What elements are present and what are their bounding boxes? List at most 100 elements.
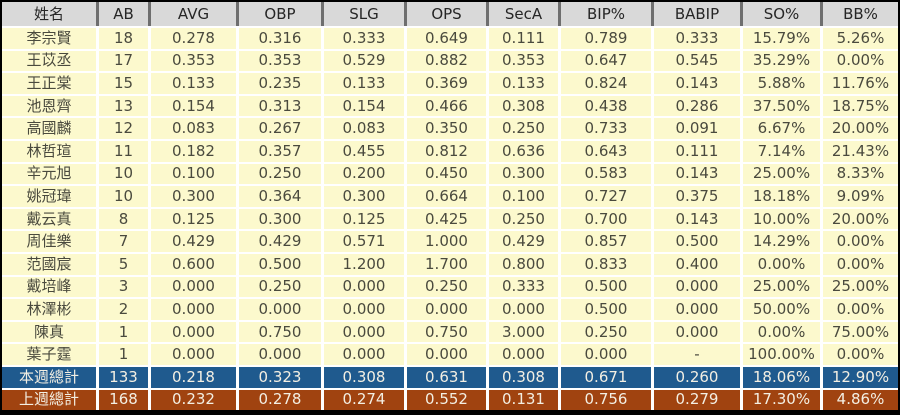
- stat-cell: 0.143: [654, 208, 743, 230]
- stat-cell: 0.133: [489, 73, 561, 94]
- stat-cell: 0.000: [239, 299, 324, 320]
- stat-cell: 7.14%: [743, 140, 823, 162]
- stat-cell: 0.500: [561, 276, 654, 298]
- stat-cell: -: [654, 344, 743, 365]
- stat-cell: 0.00%: [823, 253, 898, 275]
- stat-cell: 0.000: [654, 276, 743, 298]
- stat-cell: 0.100: [151, 163, 239, 185]
- stat-cell: 0.000: [324, 276, 407, 298]
- stat-cell: 0.133: [324, 73, 407, 94]
- stat-cell: 0.000: [654, 299, 743, 320]
- stat-cell: 0.083: [151, 118, 239, 139]
- stat-cell: 1: [99, 321, 151, 343]
- total-stat-cell: 17.30%: [743, 389, 823, 411]
- total-stat-cell: 0.308: [324, 366, 407, 388]
- stat-cell: 0.800: [489, 253, 561, 275]
- total-label: 本週總計: [2, 366, 99, 388]
- stat-cell: 12: [99, 118, 151, 139]
- stat-cell: 1: [99, 344, 151, 365]
- stat-cell: 0.438: [561, 95, 654, 117]
- header-cell: AB: [99, 2, 151, 26]
- header-cell: SecA: [489, 2, 561, 26]
- table-row: 戴培峰 3 0.000 0.250 0.000 0.250 0.333 0.500 0.000 2…: [2, 276, 898, 300]
- stat-cell: 1.000: [407, 231, 489, 252]
- total-stat-cell: 0.218: [151, 366, 239, 388]
- stat-cell: 0.143: [654, 73, 743, 94]
- total-stat-cell: 0.671: [561, 366, 654, 388]
- stat-cell: 17: [99, 50, 151, 72]
- table-row: 周佳樂 7 0.429 0.429 0.571 1.000 0.429 0.857 0.500 1…: [2, 231, 898, 254]
- stat-cell: 0.000: [151, 321, 239, 343]
- stat-cell: 21.43%: [823, 140, 898, 162]
- stat-cell: 0.000: [489, 344, 561, 365]
- stat-cell: 7: [99, 231, 151, 252]
- total-stat-cell: 0.631: [407, 366, 489, 388]
- stat-cell: 10: [99, 186, 151, 207]
- stat-cell: 0.091: [654, 118, 743, 139]
- stat-cell: 0.300: [151, 186, 239, 207]
- stat-cell: 0.286: [654, 95, 743, 117]
- stat-cell: 10: [99, 163, 151, 185]
- stat-cell: 11: [99, 140, 151, 162]
- stat-cell: 18.75%: [823, 95, 898, 117]
- table-row: 姚冠瑋 10 0.300 0.364 0.300 0.664 0.100 0.727 0.375…: [2, 186, 898, 209]
- stat-cell: 0.313: [239, 95, 324, 117]
- header-cell: OPS: [407, 2, 489, 26]
- stat-cell: 0.083: [324, 118, 407, 139]
- table-row: 高國麟 12 0.083 0.267 0.083 0.350 0.250 0.733 0.091…: [2, 118, 898, 141]
- stat-cell: 0.500: [561, 299, 654, 320]
- total-stat-cell: 12.90%: [823, 366, 898, 388]
- stat-cell: 15: [99, 73, 151, 94]
- header-cell-name: 姓名: [2, 2, 99, 26]
- stat-cell: 25.00%: [743, 276, 823, 298]
- stat-cell: 0.455: [324, 140, 407, 162]
- stat-cell: 20.00%: [823, 208, 898, 230]
- stat-cell: 0.00%: [823, 344, 898, 365]
- stat-cell: 0.333: [654, 28, 743, 49]
- stat-cell: 0.357: [239, 140, 324, 162]
- total-row-last-week: 上週總計 168 0.232 0.278 0.274 0.552 0.131 0.756 0.2…: [2, 389, 898, 411]
- total-stat-cell: 0.279: [654, 389, 743, 411]
- stat-cell: 0.111: [654, 140, 743, 162]
- table-row: 池恩齊 13 0.154 0.313 0.154 0.466 0.308 0.438 0.286…: [2, 95, 898, 119]
- stat-cell: 0.727: [561, 186, 654, 207]
- stat-cell: 10.00%: [743, 208, 823, 230]
- stat-cell: 0.750: [239, 321, 324, 343]
- stat-cell: 0.545: [654, 50, 743, 72]
- total-stat-cell: 0.552: [407, 389, 489, 411]
- stat-cell: 0.000: [239, 344, 324, 365]
- stat-cell: 0.000: [151, 344, 239, 365]
- stat-cell: 8.33%: [823, 163, 898, 185]
- header-cell: BABIP: [654, 2, 743, 26]
- stat-cell: 20.00%: [823, 118, 898, 139]
- stat-cell: 0.000: [324, 321, 407, 343]
- stat-cell: 0.350: [407, 118, 489, 139]
- stat-cell: 0.789: [561, 28, 654, 49]
- player-name-cell: 王正棠: [2, 73, 99, 94]
- stat-cell: 0.425: [407, 208, 489, 230]
- total-stat-cell: 0.278: [239, 389, 324, 411]
- player-name-cell: 陳真: [2, 321, 99, 343]
- stat-cell: 1.700: [407, 253, 489, 275]
- stat-cell: 0.278: [151, 28, 239, 49]
- stat-cell: 0.400: [654, 253, 743, 275]
- stat-cell: 0.333: [324, 28, 407, 49]
- stat-cell: 0.250: [239, 163, 324, 185]
- player-name-cell: 辛元旭: [2, 163, 99, 185]
- stat-cell: 0.000: [407, 344, 489, 365]
- player-name-cell: 池恩齊: [2, 95, 99, 117]
- stat-cell: 0.250: [561, 321, 654, 343]
- stat-cell: 8: [99, 208, 151, 230]
- stat-cell: 0.500: [654, 231, 743, 252]
- total-stat-cell: 0.260: [654, 366, 743, 388]
- stat-cell: 0.571: [324, 231, 407, 252]
- stat-cell: 0.250: [489, 118, 561, 139]
- stat-cell: 0.375: [654, 186, 743, 207]
- stat-cell: 18: [99, 28, 151, 49]
- total-stat-cell: 0.232: [151, 389, 239, 411]
- table-row: 范國宸 5 0.600 0.500 1.200 1.700 0.800 0.833 0.400 0…: [2, 253, 898, 277]
- stat-cell: 0.000: [324, 344, 407, 365]
- total-row-this-week: 本週總計 133 0.218 0.323 0.308 0.631 0.308 0.671 0.2…: [2, 366, 898, 390]
- total-stat-cell: 0.274: [324, 389, 407, 411]
- player-name-cell: 林哲瑄: [2, 140, 99, 162]
